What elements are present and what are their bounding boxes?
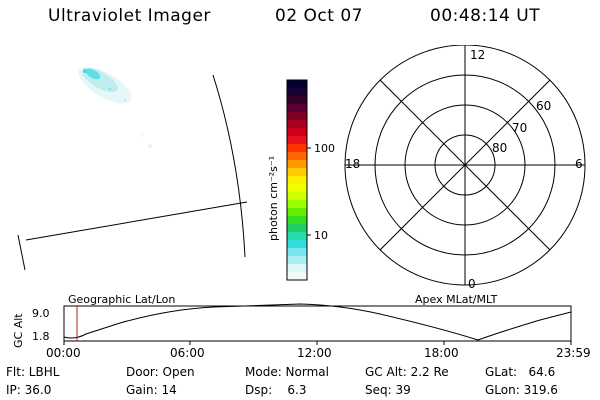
colorbar-cell bbox=[287, 104, 307, 113]
color-scale-bar: 100 10 photon cm⁻²s⁻¹ bbox=[267, 79, 335, 281]
latitude-line bbox=[25, 201, 248, 241]
colorbar-cell bbox=[287, 240, 307, 249]
timeline-xtick-2359: 23:59 bbox=[556, 346, 591, 360]
colorbar-tick-10: 10 bbox=[314, 229, 328, 242]
auroral-emission-blob bbox=[78, 66, 152, 148]
colorbar-cell bbox=[287, 128, 307, 137]
colorbar-cell bbox=[287, 152, 307, 161]
gain-value: Gain: 14 bbox=[126, 383, 177, 397]
colorbar-tick-100: 100 bbox=[314, 142, 335, 155]
timeline-ytick-9: 9.0 bbox=[32, 307, 50, 320]
instrument-title: Ultraviolet Imager bbox=[48, 6, 211, 26]
colorbar-cell bbox=[287, 112, 307, 121]
latitude-line-end bbox=[17, 234, 26, 271]
polar-mlat-mlt-plot: 12 18 6 0 60 70 80 bbox=[344, 45, 586, 290]
timeline-xtick-0600: 06:00 bbox=[170, 346, 205, 360]
door-value: Door: Open bbox=[126, 365, 195, 379]
colorbar-cell bbox=[287, 272, 307, 281]
colorbar-cell bbox=[287, 200, 307, 209]
colorbar-cell bbox=[287, 184, 307, 193]
dsp-value: Dsp: 6.3 bbox=[245, 383, 307, 397]
ip-value: IP: 36.0 bbox=[6, 383, 52, 397]
colorbar-cell bbox=[287, 264, 307, 273]
gc-alt-value: GC Alt: 2.2 Re bbox=[365, 365, 449, 379]
colorbar-cell bbox=[287, 248, 307, 257]
colorbar-cell bbox=[287, 136, 307, 145]
colorbar-cell bbox=[287, 168, 307, 177]
mlat-label-70: 70 bbox=[512, 121, 527, 135]
timeline-ylabel: GC Alt bbox=[12, 313, 25, 348]
colorbar-cell bbox=[287, 192, 307, 201]
filter-value: Flt: LBHL bbox=[6, 365, 60, 379]
earth-limb-arc bbox=[212, 74, 246, 258]
colorbar-cell bbox=[287, 160, 307, 169]
mode-value: Mode: Normal bbox=[245, 365, 329, 379]
colorbar-cell bbox=[287, 80, 307, 89]
colorbar-cell bbox=[287, 232, 307, 241]
colorbar-cell bbox=[287, 144, 307, 153]
colorbar-cell bbox=[287, 88, 307, 97]
colorbar-cell bbox=[287, 224, 307, 233]
mlt-label-0: 0 bbox=[468, 277, 476, 290]
colorbar-cell bbox=[287, 256, 307, 265]
timeline-xtick-0000: 00:00 bbox=[46, 346, 81, 360]
mlt-label-6: 6 bbox=[575, 157, 583, 171]
timeline-xtick-1200: 12:00 bbox=[297, 346, 332, 360]
timeline-left-title: Geographic Lat/Lon bbox=[68, 293, 176, 306]
timeline-right-title: Apex MLat/MLT bbox=[415, 293, 498, 306]
colorbar-cell bbox=[287, 208, 307, 217]
observation-time: 00:48:14 UT bbox=[430, 6, 541, 26]
mlat-label-80: 80 bbox=[492, 141, 507, 155]
colorbar-cell bbox=[287, 120, 307, 129]
observation-date: 02 Oct 07 bbox=[275, 6, 363, 26]
timeline-ytick-1.8: 1.8 bbox=[32, 330, 50, 343]
mlt-label-18: 18 bbox=[345, 157, 360, 171]
colorbar-cell bbox=[287, 96, 307, 105]
geographic-image-panel bbox=[17, 66, 248, 271]
timeline-xtick-1800: 18:00 bbox=[424, 346, 459, 360]
colorbar-label: photon cm⁻²s⁻¹ bbox=[267, 156, 280, 241]
seq-value: Seq: 39 bbox=[365, 383, 411, 397]
mlat-label-60: 60 bbox=[536, 99, 551, 113]
orbit-altitude-timeline: GC Alt 9.0 1.8 bbox=[12, 303, 572, 348]
altitude-curve bbox=[63, 303, 572, 341]
glon-value: GLon: 319.6 bbox=[485, 383, 558, 397]
mlt-label-12: 12 bbox=[470, 48, 485, 62]
colorbar-cell bbox=[287, 176, 307, 185]
colorbar-cell bbox=[287, 216, 307, 225]
glat-value: GLat: 64.6 bbox=[485, 365, 556, 379]
